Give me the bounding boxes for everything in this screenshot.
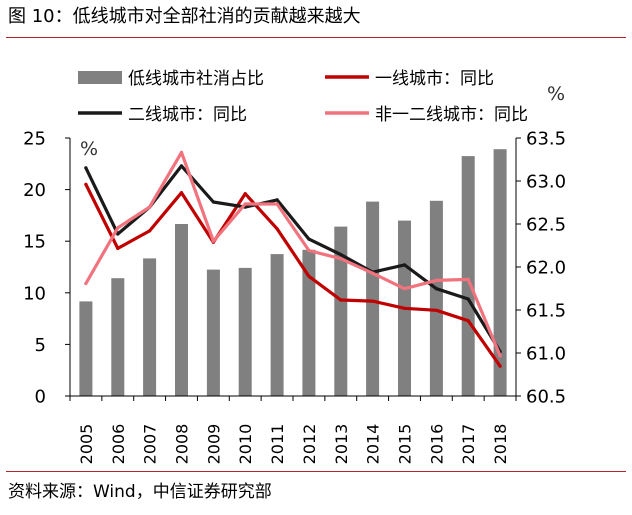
series-1-point-2005 <box>84 182 88 186</box>
series-1-point-2016 <box>434 308 438 312</box>
legend-label-3: 二线城市：同比 <box>128 105 247 125</box>
series-2-point-2013 <box>339 253 343 257</box>
series-2-point-2016 <box>434 287 438 291</box>
legend-label-2: 一线城市：同比 <box>375 69 494 89</box>
bar-2009 <box>206 269 220 396</box>
x-tick-label: 2010 <box>236 424 255 465</box>
legend-label-4: 非一二线城市：同比 <box>375 105 528 125</box>
x-tick-label: 2005 <box>77 424 96 465</box>
right-tick-label: 62.0 <box>526 258 566 279</box>
right-tick-label: 61.5 <box>526 301 566 322</box>
series-3-point-2017 <box>466 277 470 281</box>
x-tick-label: 2012 <box>300 424 319 465</box>
series-3-point-2012 <box>307 248 311 253</box>
x-tick-label: 2016 <box>427 424 446 465</box>
source-note: 资料来源：Wind，中信证券研究部 <box>8 482 272 502</box>
x-tick-label: 2008 <box>173 424 192 465</box>
bar-2005 <box>79 301 93 396</box>
x-tick-label: 2006 <box>109 424 128 465</box>
left-tick-label: 5 <box>35 335 46 356</box>
x-tick-label: 2007 <box>141 424 160 465</box>
bar-2018 <box>493 149 507 396</box>
right-tick-label: 63.5 <box>526 129 566 150</box>
left-unit-label: % <box>80 138 98 160</box>
left-tick-label: 20 <box>23 180 46 201</box>
bar-2010 <box>238 267 252 396</box>
series-3-point-2008 <box>179 150 184 154</box>
series-3-point-2009 <box>211 239 215 243</box>
title-divider <box>6 37 626 38</box>
series-1-point-2013 <box>339 298 343 302</box>
series-2-point-2017 <box>466 297 470 301</box>
series-1-point-2017 <box>466 319 470 323</box>
bar-2008 <box>175 224 188 396</box>
series-3-point-2018 <box>498 354 502 358</box>
bar-series <box>79 149 507 396</box>
bar-2016 <box>429 200 443 396</box>
left-tick-label: 25 <box>23 129 46 150</box>
series-3-point-2010 <box>243 202 247 206</box>
bar-2006 <box>111 278 125 396</box>
legend-label-1: 低线城市社消占比 <box>128 69 264 89</box>
series-2-point-2012 <box>307 237 311 241</box>
bar-2013 <box>334 226 348 396</box>
series-3-point-2006 <box>116 226 120 230</box>
series-1-point-2006 <box>116 246 120 250</box>
series-2-point-2011 <box>275 198 279 202</box>
series-2-point-2006 <box>116 232 120 236</box>
bar-2011 <box>270 254 284 396</box>
line-series <box>84 150 502 368</box>
legend-swatch-bar <box>78 71 122 84</box>
right-tick-label: 63.0 <box>526 172 566 193</box>
series-3-point-2014 <box>371 271 375 275</box>
series-line-3 <box>84 150 502 358</box>
series-3-point-2015 <box>402 287 407 291</box>
right-tick-label: 61.0 <box>526 344 566 365</box>
series-1-point-2011 <box>275 227 279 231</box>
series-3-point-2016 <box>434 278 438 282</box>
x-tick-label: 2018 <box>491 424 510 465</box>
axes: 0 5 10 15 20 25 60.5 61.0 61.5 62.0 62.5 63.0 63.5 20… <box>23 83 566 464</box>
bar-2007 <box>143 258 157 396</box>
series-3-point-2007 <box>148 205 152 209</box>
right-tick-label: 62.5 <box>526 215 566 236</box>
left-tick-label: 10 <box>23 283 46 304</box>
x-tick-label: 2017 <box>459 424 478 465</box>
right-unit-label: % <box>547 83 565 105</box>
bar-2012 <box>302 249 316 396</box>
series-2-point-2009 <box>211 200 215 204</box>
source-divider <box>6 471 626 472</box>
right-tick-label: 60.5 <box>526 387 566 408</box>
series-line-1 <box>84 182 502 368</box>
x-tick-label: 2014 <box>364 424 383 465</box>
series-2-point-2015 <box>402 263 407 267</box>
x-tick-label: 2011 <box>268 424 287 465</box>
series-3-point-2005 <box>84 281 88 286</box>
left-tick-label: 0 <box>35 387 46 408</box>
x-tick-label: 2015 <box>396 424 415 465</box>
series-3-point-2013 <box>339 257 343 261</box>
x-tick-label: 2009 <box>204 424 223 465</box>
bar-2017 <box>461 156 475 396</box>
series-1-point-2015 <box>402 306 407 310</box>
series-1-point-2012 <box>307 274 311 278</box>
series-1-point-2007 <box>148 229 152 233</box>
left-tick-label: 15 <box>23 232 46 253</box>
series-2-point-2005 <box>84 166 88 170</box>
x-tick-label: 2013 <box>332 424 351 465</box>
chart-title: 图 10：低线城市对全部社消的贡献越来越大 <box>8 6 361 27</box>
series-1-point-2010 <box>243 192 247 196</box>
series-1-point-2018 <box>498 364 502 368</box>
series-1-point-2014 <box>371 299 375 303</box>
series-2-point-2008 <box>179 164 184 168</box>
bar-2014 <box>366 201 380 396</box>
series-3-point-2011 <box>275 202 279 206</box>
series-1-point-2008 <box>179 191 184 195</box>
